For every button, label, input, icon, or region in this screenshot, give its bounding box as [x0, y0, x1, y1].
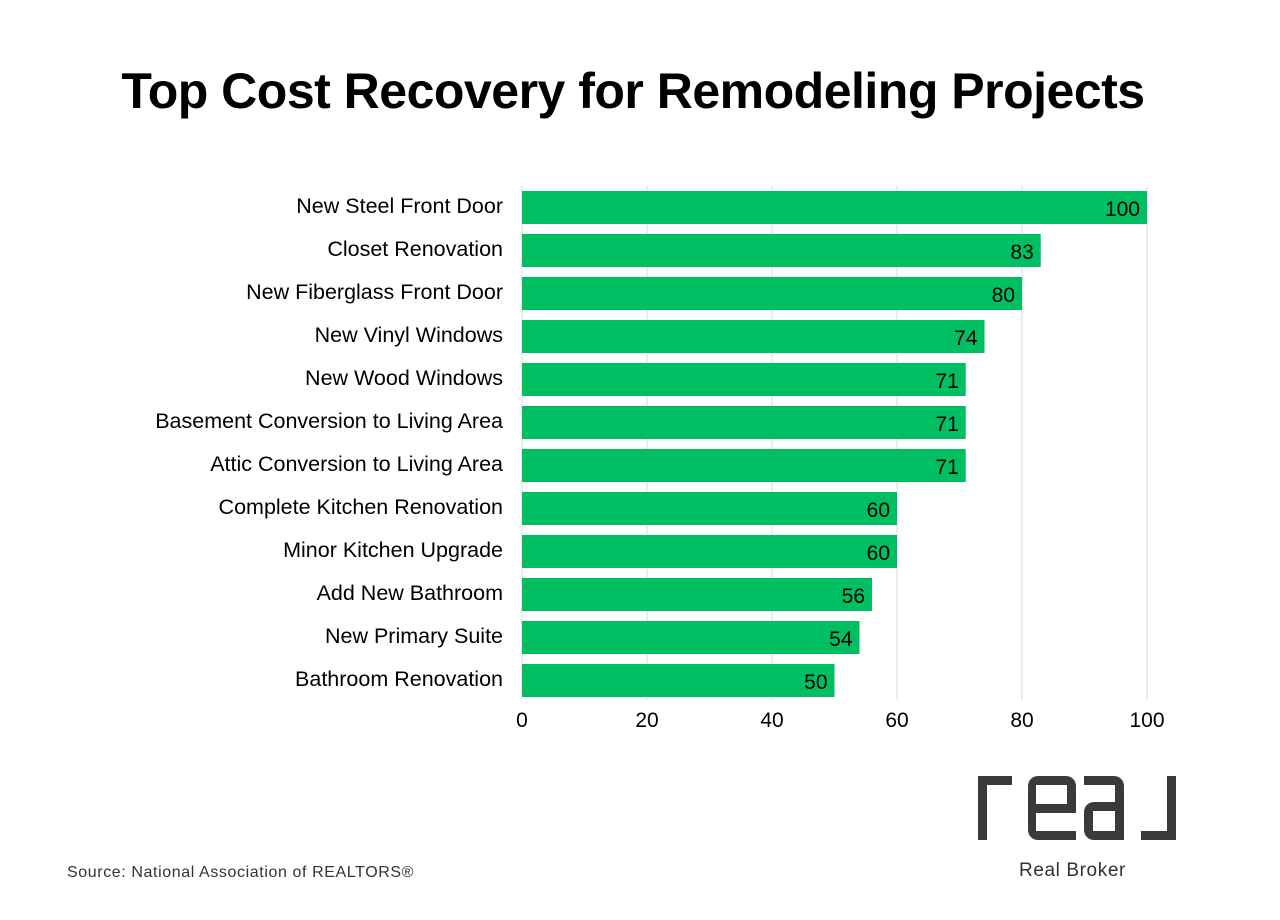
bar-value-label: 83	[1010, 241, 1033, 264]
category-label: Complete Kitchen Renovation	[219, 495, 503, 519]
bars	[522, 191, 1147, 697]
x-tick-label: 100	[1129, 709, 1164, 732]
bar-value-label: 74	[954, 327, 978, 350]
bar-value-label: 71	[935, 413, 958, 436]
bar	[522, 406, 966, 439]
category-label: New Steel Front Door	[296, 194, 503, 218]
bar	[522, 492, 897, 525]
source-note: Source: National Association of REALTORS…	[67, 864, 415, 881]
category-label: New Fiberglass Front Door	[246, 280, 503, 304]
gridlines	[521, 186, 1148, 700]
x-axis-ticks: 0 20 40 60 80 100	[516, 709, 1164, 732]
bar	[522, 664, 835, 697]
category-label: New Wood Windows	[305, 366, 503, 390]
category-label: New Primary Suite	[325, 624, 503, 648]
category-label: Bathroom Renovation	[295, 667, 503, 691]
category-label: Minor Kitchen Upgrade	[283, 538, 503, 562]
real-logo	[978, 776, 1176, 840]
bar-value-label: 71	[935, 370, 958, 393]
bar	[522, 449, 966, 482]
bar	[522, 277, 1022, 310]
bar	[522, 621, 860, 654]
bar-value-label: 100	[1105, 198, 1140, 221]
x-tick-label: 20	[635, 709, 658, 732]
category-label: Closet Renovation	[327, 237, 503, 261]
bar	[522, 578, 872, 611]
x-tick-label: 40	[760, 709, 783, 732]
bar-value-label: 71	[935, 456, 958, 479]
x-tick-label: 60	[885, 709, 908, 732]
bar	[522, 535, 897, 568]
category-label: Add New Bathroom	[317, 581, 503, 605]
x-tick-label: 0	[516, 709, 528, 732]
bar-value-label: 80	[992, 284, 1015, 307]
category-label: Basement Conversion to Living Area	[155, 409, 503, 433]
category-labels: New Steel Front Door Closet Renovation New…	[155, 194, 503, 691]
category-label: New Vinyl Windows	[315, 323, 503, 347]
bar-value-label: 60	[867, 499, 890, 522]
bar-value-label: 50	[804, 671, 827, 694]
bar	[522, 234, 1041, 267]
brand-name: Real Broker	[1019, 860, 1126, 881]
bar	[522, 363, 966, 396]
bar-value-label: 56	[842, 585, 865, 608]
chart-title: Top Cost Recovery for Remodeling Project…	[121, 63, 1145, 119]
x-tick-label: 80	[1010, 709, 1033, 732]
bar	[522, 320, 985, 353]
bar	[522, 191, 1147, 224]
bar-value-label: 60	[867, 542, 890, 565]
category-label: Attic Conversion to Living Area	[210, 452, 503, 476]
bar-value-label: 54	[829, 628, 853, 651]
